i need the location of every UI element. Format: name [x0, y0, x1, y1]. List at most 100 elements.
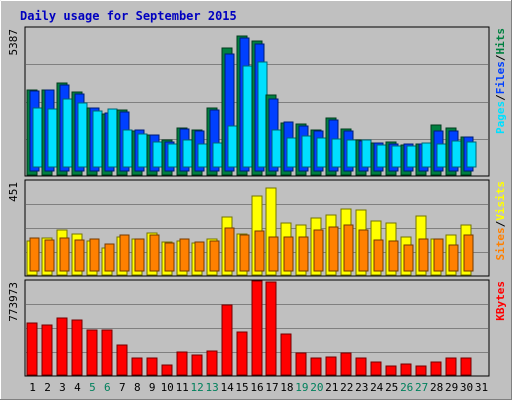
bar-kbytes-day-7 — [116, 344, 128, 376]
chart-panels: 5387Pages/Files/Hits451Sites/Visits77397… — [7, 26, 507, 377]
bar-kbytes-day-29 — [445, 357, 457, 376]
bar-pages-day-13 — [212, 142, 223, 168]
bar-sites-day-4 — [74, 239, 85, 272]
bar-files-day-14 — [224, 53, 235, 172]
legend-hits: Hits — [494, 28, 507, 55]
x-tick-label-day-24: 24 — [370, 381, 384, 394]
bar-pages-day-14 — [227, 125, 238, 168]
bar-sites-day-17 — [268, 236, 279, 272]
x-tick-label-day-7: 7 — [119, 381, 126, 394]
x-tick-label-day-5: 5 — [89, 381, 96, 394]
bar-pages-day-17 — [271, 129, 282, 168]
bar-pages-day-6 — [107, 108, 118, 168]
x-tick-label-day-25: 25 — [385, 381, 398, 394]
x-tick-label-day-16: 16 — [250, 381, 263, 394]
bar-pages-day-28 — [436, 143, 447, 168]
bar-sites-day-7 — [119, 234, 130, 272]
bar-kbytes-day-5 — [86, 329, 98, 376]
bar-pages-day-1 — [32, 107, 43, 168]
bar-pages-day-27 — [421, 142, 432, 168]
bar-kbytes-day-24 — [370, 361, 382, 376]
bar-pages-day-5 — [92, 110, 103, 168]
bar-pages-day-9 — [152, 141, 163, 168]
bar-sites-day-3 — [59, 237, 70, 272]
x-tick-label-day-19: 19 — [295, 381, 308, 394]
bar-sites-day-8 — [134, 238, 145, 272]
bar-pages-day-15 — [242, 65, 253, 168]
bar-kbytes-day-28 — [430, 361, 442, 376]
bar-kbytes-day-11 — [176, 351, 188, 376]
x-tick-label-day-21: 21 — [325, 381, 338, 394]
x-tick-label-day-11: 11 — [176, 381, 189, 394]
legend-separator: / — [494, 220, 507, 227]
bar-sites-day-23 — [358, 229, 369, 272]
bar-kbytes-day-27 — [415, 365, 427, 376]
bar-kbytes-day-23 — [355, 357, 367, 376]
legend-separator: / — [494, 54, 507, 61]
bar-pages-day-18 — [286, 137, 297, 168]
bar-sites-day-2 — [44, 239, 55, 272]
bar-kbytes-day-22 — [340, 352, 352, 376]
x-tick-label-day-15: 15 — [235, 381, 248, 394]
x-tick-label-day-26: 26 — [400, 381, 413, 394]
bar-sites-day-9 — [149, 234, 160, 272]
x-tick-label-day-23: 23 — [355, 381, 368, 394]
x-tick-label-day-30: 30 — [460, 381, 473, 394]
bar-sites-day-25 — [388, 240, 399, 272]
bar-kbytes-day-17 — [265, 281, 277, 376]
bar-kbytes-day-4 — [71, 319, 83, 376]
bar-pages-day-29 — [451, 140, 462, 168]
bar-sites-day-12 — [194, 241, 205, 272]
x-tick-label-day-10: 10 — [161, 381, 174, 394]
bar-kbytes-day-14 — [221, 304, 233, 376]
x-tick-label-day-14: 14 — [220, 381, 234, 394]
panel-top-max-label: 5387 — [7, 29, 20, 56]
x-tick-label-day-8: 8 — [134, 381, 141, 394]
panel-bottom-max-label: 773973 — [7, 282, 20, 322]
x-tick-label-day-13: 13 — [205, 381, 218, 394]
bar-sites-day-26 — [403, 244, 414, 272]
bar-files-day-13 — [209, 109, 220, 172]
bar-sites-day-1 — [29, 237, 40, 272]
legend-pages: Pages — [494, 101, 507, 134]
bar-pages-day-24 — [376, 144, 387, 168]
bar-sites-day-27 — [418, 238, 429, 272]
x-tick-label-day-6: 6 — [104, 381, 111, 394]
x-tick-label-day-9: 9 — [149, 381, 156, 394]
bar-sites-day-18 — [283, 236, 294, 272]
panel-middle-max-label: 451 — [7, 182, 20, 202]
panel-middle-legend: Sites/Visits — [494, 181, 507, 261]
bar-pages-day-19 — [301, 135, 312, 168]
bar-pages-day-3 — [62, 98, 73, 168]
x-axis-labels: 1 2 3 4 5 6 7 8 9 10 11 12 13 14 15 16 17 18 19 20 21 22 23 24 2… — [29, 381, 488, 394]
panel-bottom-legend: KBytes — [494, 281, 507, 321]
x-tick-label-day-31: 31 — [475, 381, 488, 394]
bar-kbytes-day-18 — [280, 333, 292, 376]
x-tick-label-day-28: 28 — [430, 381, 443, 394]
bar-kbytes-day-30 — [460, 357, 472, 376]
bar-kbytes-day-1 — [26, 322, 38, 376]
bar-sites-day-24 — [373, 239, 384, 272]
legend-sites: Sites — [494, 227, 507, 260]
panel-bottom: 773973 KBytes — [7, 279, 507, 377]
bar-kbytes-day-19 — [295, 352, 307, 376]
bar-pages-day-25 — [391, 145, 402, 168]
bar-sites-day-21 — [328, 226, 339, 272]
bar-sites-day-6 — [104, 243, 115, 272]
x-tick-label-day-29: 29 — [445, 381, 458, 394]
x-tick-label-day-18: 18 — [280, 381, 293, 394]
x-tick-label-day-17: 17 — [265, 381, 278, 394]
bar-pages-day-21 — [331, 138, 342, 168]
bar-visits-day-17 — [265, 187, 277, 276]
bar-kbytes-day-20 — [310, 357, 322, 376]
bar-sites-day-14 — [224, 227, 235, 272]
bar-kbytes-day-21 — [325, 356, 337, 376]
bar-pages-day-7 — [122, 129, 133, 168]
bar-pages-day-10 — [167, 143, 178, 168]
legend-files: Files — [494, 61, 507, 94]
bar-kbytes-day-6 — [101, 329, 113, 376]
legend-visits: Visits — [494, 181, 507, 221]
x-tick-label-day-2: 2 — [44, 381, 51, 394]
bar-pages-day-26 — [406, 145, 417, 168]
